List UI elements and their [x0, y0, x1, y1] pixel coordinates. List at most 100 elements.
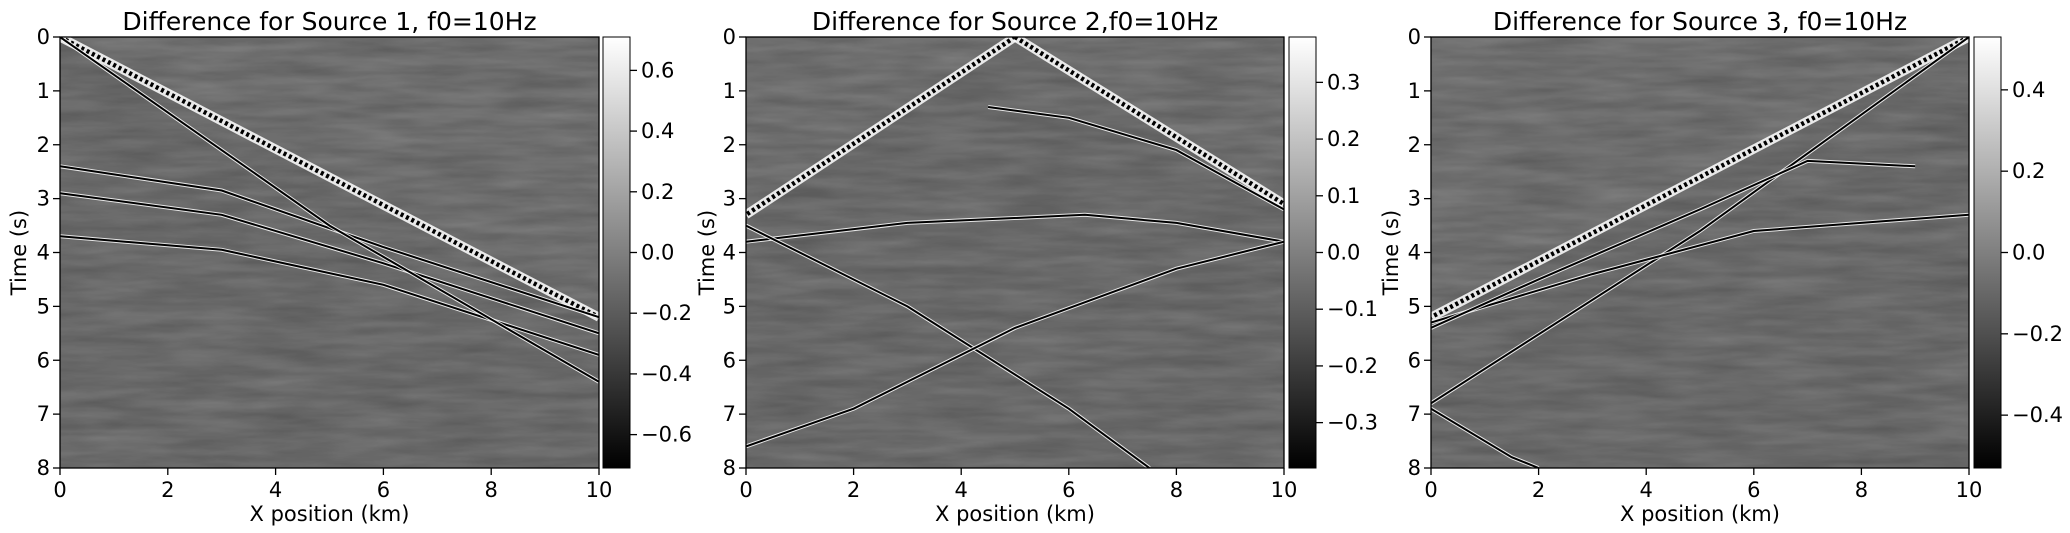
wave-events	[746, 37, 1284, 468]
y-axis-label: Time (s)	[7, 210, 31, 296]
x-axis: 0 2 4 6 8 10	[739, 468, 1297, 502]
panel-source-2: Difference for Source 2,f0=10Hz 0 2 4 6 8 10 …	[695, 7, 1378, 526]
y-tick-label: 4	[1408, 241, 1421, 265]
event-direct_wave-dark-0	[1431, 37, 1969, 320]
y-tick-label: 0	[1408, 25, 1421, 49]
colorbar-tick-label: 0.6	[641, 58, 674, 82]
colorbar	[1288, 36, 1317, 469]
y-tick-label: 2	[1408, 133, 1421, 157]
y-tick-label: 3	[723, 187, 736, 211]
x-tick-label: 4	[955, 478, 968, 502]
x-tick-label: 2	[161, 478, 174, 502]
y-tick-label: 2	[37, 133, 50, 157]
event-refraction-dark-4	[60, 37, 599, 383]
colorbar-tick-label: 0.2	[1327, 127, 1360, 151]
colorbar	[602, 36, 631, 469]
event-crossing-dark-4	[746, 240, 1284, 448]
y-tick-label: 3	[37, 187, 50, 211]
x-axis-label: X position (km)	[250, 502, 410, 526]
colorbar-tick-label: 0.0	[2012, 241, 2045, 265]
y-tick-label: 0	[723, 25, 736, 49]
x-tick-label: 4	[269, 478, 282, 502]
chart-title: Difference for Source 3, f0=10Hz	[1493, 7, 1907, 36]
x-tick-label: 10	[586, 478, 613, 502]
colorbar-tick-label: 0.0	[1327, 241, 1360, 265]
colorbar-tick-label: 0.0	[641, 241, 674, 265]
panel-source-1: Difference for Source 1, f0=10Hz 0 2 4 6 8 10…	[7, 7, 692, 526]
y-tick-label: 6	[37, 348, 50, 372]
x-tick-label: 0	[739, 478, 752, 502]
x-axis: 0 2 4 6 8 10	[53, 468, 612, 502]
colorbar-tick-label: 0.2	[641, 180, 674, 204]
colorbar-tick-label: −0.2	[1327, 354, 1378, 378]
chart-title: Difference for Source 1, f0=10Hz	[122, 7, 536, 36]
x-tick-label: 6	[1747, 478, 1760, 502]
x-tick-label: 6	[1062, 478, 1075, 502]
x-tick-label: 2	[847, 478, 860, 502]
y-tick-label: 6	[1408, 348, 1421, 372]
x-tick-label: 8	[1170, 478, 1183, 502]
x-tick-label: 4	[1640, 478, 1653, 502]
wave-events	[1431, 37, 1969, 468]
noise-texture	[746, 37, 1284, 468]
colorbar-tick-label: −0.4	[641, 362, 692, 386]
y-tick-label: 7	[37, 402, 50, 426]
below-wavefront-texture	[1431, 37, 1969, 468]
x-tick-label: 10	[1271, 478, 1298, 502]
x-axis-label: X position (km)	[1620, 502, 1780, 526]
x-axis: 0 2 4 6 8 10	[1424, 468, 1982, 502]
x-tick-label: 8	[1855, 478, 1868, 502]
colorbar	[1973, 36, 2002, 469]
y-tick-label: 5	[37, 294, 50, 318]
panel-source-3: Difference for Source 3, f0=10Hz 0 2 4 6 8 10…	[1379, 7, 2063, 526]
y-axis: 0 1 2 3 4 5 6 7 8	[723, 25, 746, 480]
y-tick-label: 7	[723, 402, 736, 426]
event-refraction-dark-1	[1431, 37, 1969, 405]
colorbar-tick-label: 0.2	[2012, 159, 2045, 183]
y-axis-label: Time (s)	[695, 210, 719, 296]
event-reflection-dark-2	[746, 213, 1284, 243]
wave-events	[60, 37, 599, 384]
colorbar-tick-label: −0.2	[641, 301, 692, 325]
event-reflection-dark-2	[1431, 213, 1969, 324]
x-tick-label: 10	[1956, 478, 1983, 502]
event-direct_wave-light-0	[746, 37, 1018, 219]
chart-title: Difference for Source 2,f0=10Hz	[812, 7, 1218, 36]
event-reflection-dark-3	[1431, 159, 1916, 329]
colorbar-tick-label: −0.6	[641, 423, 692, 447]
y-tick-label: 8	[723, 456, 736, 480]
x-axis-label: X position (km)	[935, 502, 1095, 526]
colorbar-tick-label: −0.1	[1327, 297, 1378, 321]
x-tick-label: 2	[1532, 478, 1545, 502]
y-tick-label: 8	[37, 456, 50, 480]
y-tick-label: 5	[1408, 294, 1421, 318]
y-tick-label: 4	[37, 241, 50, 265]
below-wavefront-texture	[746, 37, 1284, 468]
event-reflection-dark-5	[987, 106, 1284, 211]
colorbar-tick-label: −0.4	[2012, 403, 2063, 427]
colorbar-tick-label: −0.2	[2012, 322, 2063, 346]
colorbar-ticks: −0.6 −0.4 −0.2 0.0 0.2 0.4 0.6	[630, 58, 692, 447]
y-axis: 0 1 2 3 4 5 6 7 8	[1408, 25, 1431, 480]
x-tick-label: 6	[377, 478, 390, 502]
below-wavefront-texture	[60, 37, 599, 468]
event-direct_wave-dark-0	[60, 37, 599, 320]
y-tick-label: 1	[1408, 79, 1421, 103]
colorbar-ticks: −0.3 −0.2 −0.1 0.0 0.1 0.2 0.3	[1316, 70, 1378, 435]
colorbar-tick-label: 0.4	[2012, 78, 2045, 102]
event-crossing-dark-3	[746, 224, 1151, 468]
y-tick-label: 1	[37, 79, 50, 103]
y-tick-label: 6	[723, 348, 736, 372]
y-axis-label: Time (s)	[1379, 210, 1403, 296]
y-tick-label: 7	[1408, 402, 1421, 426]
y-tick-label: 1	[723, 79, 736, 103]
x-tick-label: 0	[53, 478, 66, 502]
colorbar-tick-label: 0.3	[1327, 70, 1360, 94]
y-tick-label: 5	[723, 294, 736, 318]
y-tick-label: 4	[723, 241, 736, 265]
noise-texture	[60, 37, 599, 468]
noise-texture	[1431, 37, 1969, 468]
y-tick-label: 8	[1408, 456, 1421, 480]
colorbar-tick-label: −0.3	[1327, 411, 1378, 435]
